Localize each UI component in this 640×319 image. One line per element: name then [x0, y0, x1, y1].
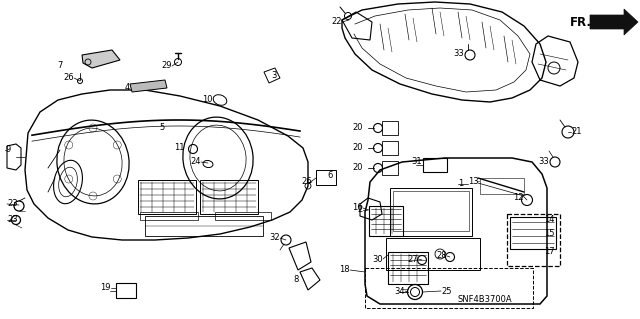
Text: 20: 20 [353, 162, 363, 172]
Text: 33: 33 [538, 157, 549, 166]
Bar [386, 238, 480, 270]
Text: 17: 17 [544, 248, 555, 256]
Text: 21: 21 [571, 128, 582, 137]
Text: 19: 19 [100, 284, 111, 293]
Text: 9: 9 [5, 145, 10, 154]
Text: 26: 26 [301, 177, 312, 187]
Text: 23: 23 [7, 216, 18, 225]
Text: 11: 11 [175, 143, 185, 152]
Text: 29: 29 [161, 62, 172, 70]
Text: 28: 28 [436, 251, 447, 261]
Text: 25: 25 [441, 286, 451, 295]
Text: SNF4B3700A: SNF4B3700A [458, 294, 513, 303]
Text: 34: 34 [394, 286, 405, 295]
Text: 4: 4 [125, 83, 130, 92]
Text: 1: 1 [458, 180, 463, 189]
Text: 8: 8 [294, 275, 299, 284]
Text: 7: 7 [58, 62, 63, 70]
Bar [316, 170, 336, 185]
Bar [507, 214, 560, 266]
Text: 27: 27 [408, 255, 418, 263]
Polygon shape [130, 80, 167, 92]
Bar [140, 212, 198, 220]
Text: 16: 16 [353, 204, 363, 212]
Text: 33: 33 [453, 49, 464, 58]
Text: 26: 26 [63, 73, 74, 83]
Text: 24: 24 [191, 158, 201, 167]
Text: 31: 31 [412, 158, 422, 167]
Bar [365, 268, 533, 308]
Bar [116, 283, 136, 298]
Bar [200, 180, 258, 214]
Bar [390, 188, 472, 236]
Bar [138, 180, 196, 214]
Bar [480, 178, 524, 194]
Polygon shape [590, 9, 638, 35]
Text: 10: 10 [202, 94, 213, 103]
Polygon shape [82, 50, 120, 68]
Text: 32: 32 [269, 234, 280, 242]
Text: 14: 14 [544, 216, 554, 225]
Text: 30: 30 [372, 255, 383, 263]
Text: 13: 13 [468, 176, 479, 186]
Bar [423, 158, 447, 172]
Text: 6: 6 [327, 172, 332, 181]
Bar [382, 121, 398, 135]
Text: FR.: FR. [570, 16, 592, 28]
Text: 23: 23 [7, 199, 18, 209]
Text: 2: 2 [358, 205, 363, 214]
Bar [393, 191, 469, 231]
Bar [145, 216, 263, 236]
Bar [369, 206, 403, 236]
Text: 20: 20 [353, 143, 363, 152]
Text: 3: 3 [271, 71, 276, 80]
Text: 15: 15 [544, 229, 554, 239]
Bar [382, 141, 398, 155]
Bar [510, 217, 556, 249]
Bar [215, 212, 271, 220]
Text: 22: 22 [332, 18, 342, 26]
Text: 20: 20 [353, 122, 363, 131]
Text: 12: 12 [513, 192, 524, 202]
Text: 18: 18 [339, 265, 350, 275]
Text: 5: 5 [160, 122, 165, 131]
Bar [388, 252, 428, 284]
Bar [382, 161, 398, 175]
